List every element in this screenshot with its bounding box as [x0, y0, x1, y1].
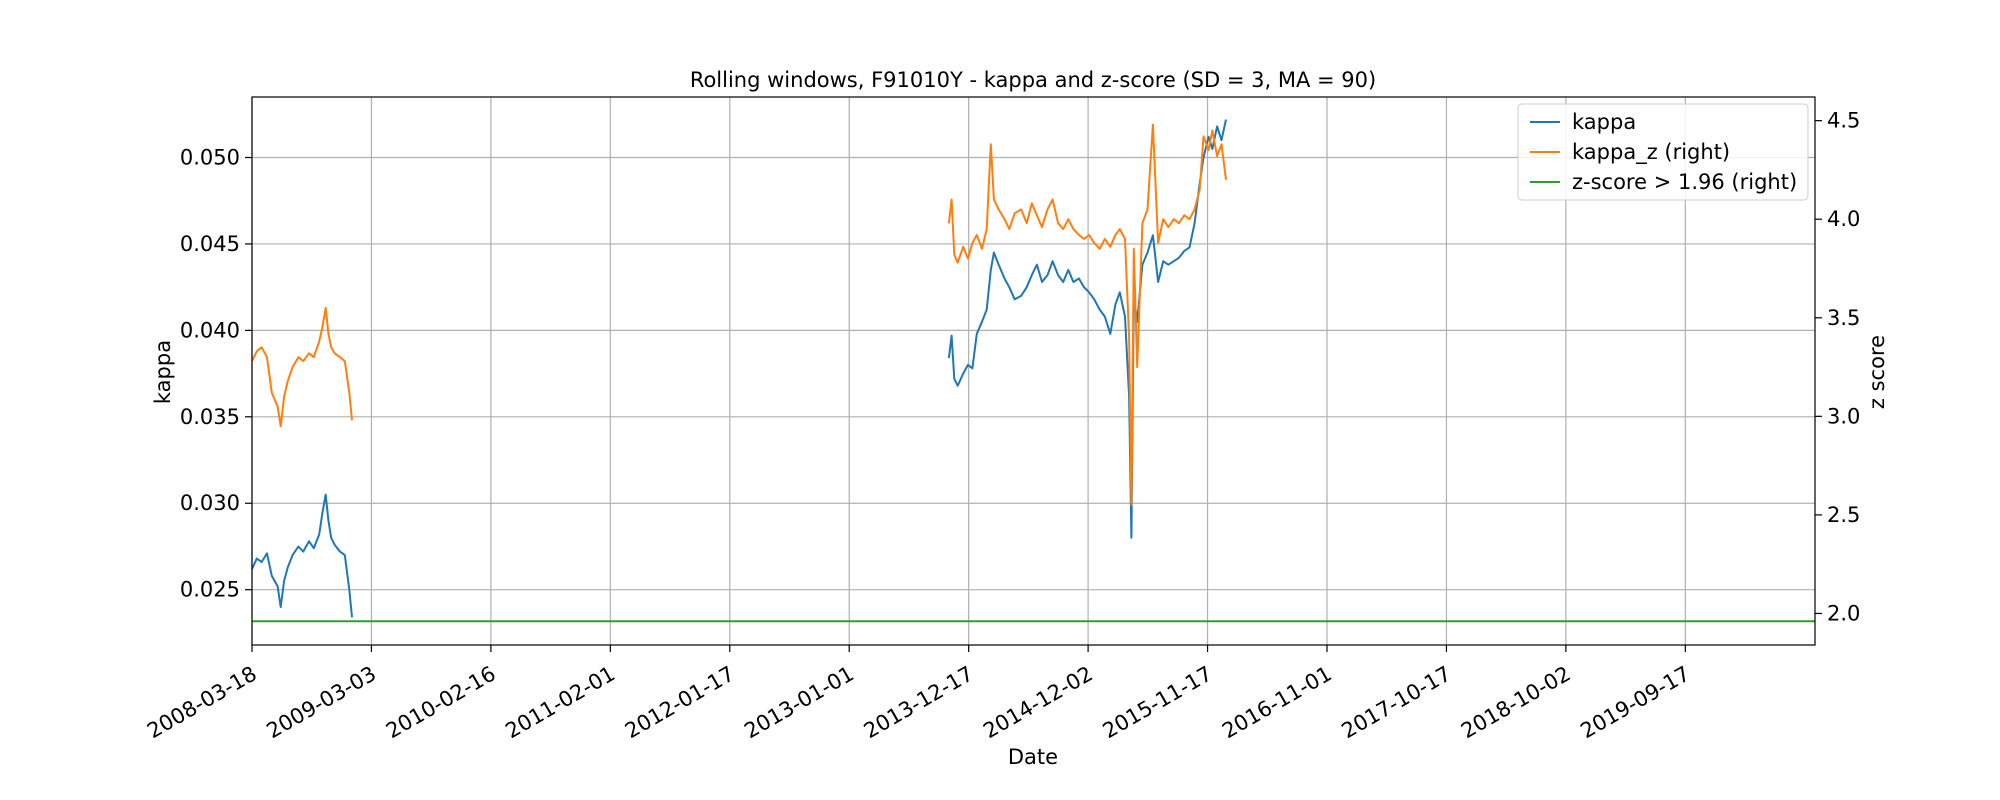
y-left-tick-label: 0.035	[180, 405, 240, 429]
series-line-kappa-z-segment-1	[947, 123, 1227, 506]
series-line-kappa-segment-1	[947, 119, 1227, 539]
y-right-tick-label: 3.0	[1827, 404, 1860, 428]
legend-label: z-score > 1.96 (right)	[1572, 170, 1797, 194]
x-tick-label: 2019-09-17	[1576, 661, 1694, 743]
x-tick-label: 2018-10-02	[1457, 661, 1575, 743]
x-tick-label: 2013-01-01	[740, 661, 858, 743]
ticks-layer: 2008-03-18 2009-03-03 2010-02-16 2011-02-01…	[143, 109, 1860, 744]
y-left-tick-label: 0.040	[180, 318, 240, 342]
legend-box	[1517, 103, 1809, 201]
x-tick-label: 2010-02-16	[382, 661, 500, 743]
series-line-kappa-segment-0	[251, 493, 353, 618]
x-tick-label: 2009-03-03	[263, 661, 381, 743]
series-line-kappa-z-segment-0	[251, 306, 353, 428]
y-right-tick-label: 3.5	[1827, 306, 1860, 330]
y-right-tick-label: 4.0	[1827, 207, 1860, 231]
x-tick-label: 2014-12-02	[979, 661, 1097, 743]
y-right-tick-label: 2.5	[1827, 503, 1860, 527]
y-right-tick-label: 4.5	[1827, 109, 1860, 133]
chart-title: Rolling windows, F91010Y - kappa and z-s…	[690, 68, 1376, 92]
x-tick-label: 2012-01-17	[621, 661, 739, 743]
x-tick-label: 2011-02-01	[501, 661, 619, 743]
y-left-tick-label: 0.030	[180, 491, 240, 515]
y-left-tick-label: 0.050	[180, 146, 240, 170]
legend-label: kappa	[1572, 110, 1636, 134]
x-tick-label: 2017-10-17	[1338, 661, 1456, 743]
x-axis-label: Date	[1008, 745, 1058, 769]
y-left-tick-label: 0.045	[180, 232, 240, 256]
legend-label: kappa_z (right)	[1572, 140, 1730, 165]
x-tick-label: 2008-03-18	[143, 661, 261, 743]
x-tick-label: 2013-12-17	[860, 661, 978, 743]
y-right-tick-label: 2.0	[1827, 601, 1860, 625]
y-left-tick-label: 0.025	[180, 578, 240, 602]
y-axis-label-left: kappa	[151, 340, 175, 404]
y-axis-label-right: z score	[1865, 335, 1889, 409]
series-layer	[251, 119, 1815, 623]
x-tick-label: 2016-11-01	[1218, 661, 1336, 743]
plot-frame	[251, 96, 1816, 646]
legend: kappa kappa_z (right) z-score > 1.96 (righ…	[1517, 103, 1809, 201]
x-tick-label: 2015-11-17	[1099, 661, 1217, 743]
